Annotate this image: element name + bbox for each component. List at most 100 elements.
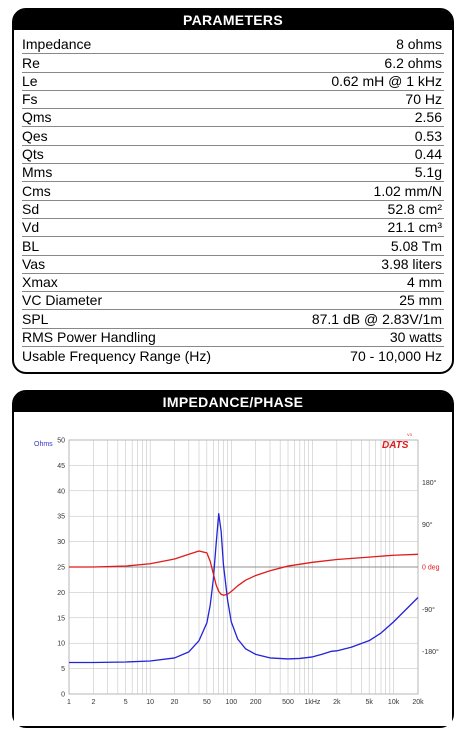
parameter-row: Fs 70 Hz (22, 91, 444, 110)
impedance-phase-panel: IMPEDANCE/PHASE 1 2 5 10 20 50 100 200 500 1kHz 2k… (12, 390, 454, 728)
parameter-label: Qts (22, 146, 44, 163)
phase-curve (69, 550, 419, 596)
x-tick-label: 20 (171, 699, 179, 706)
parameter-value: 21.1 cm³ (387, 219, 442, 236)
dats-logo: DATS (382, 440, 409, 451)
chart-grid (68, 439, 419, 695)
y-tick-label: 30 (57, 539, 65, 546)
parameter-row: SPL 87.1 dB @ 2.83V/1m (22, 310, 444, 329)
impedance-phase-title: IMPEDANCE/PHASE (14, 392, 452, 412)
parameter-value: 4 mm (407, 274, 442, 291)
impedance-phase-chart: 1 2 5 10 20 50 100 200 500 1kHz 2k 5k 10k 20k 0 5 10 15 20… (14, 414, 452, 726)
x-tick-label: 50 (203, 699, 211, 706)
parameter-label: Vas (22, 255, 46, 272)
parameters-panel: PARAMETERS Impedance 8 ohms Re 6.2 ohms Le 0.… (12, 8, 454, 374)
parameter-row: Usable Frequency Range (Hz) 70 - 10,000 H… (22, 347, 444, 365)
y-tick-label: 50 (57, 438, 65, 445)
parameter-value: 5.1g (414, 164, 442, 181)
parameter-row: RMS Power Handling 30 watts (22, 329, 444, 348)
y-tick-label: 15 (57, 615, 65, 622)
x-tick-label: 100 (225, 699, 237, 706)
x-tick-label: 10k (388, 699, 400, 706)
plot-background (14, 414, 452, 726)
y2-tick-label: 90° (422, 521, 433, 529)
parameter-value: 52.8 cm² (387, 200, 442, 217)
chart-axes: 1 2 5 10 20 50 100 200 500 1kHz 2k 5k 10k 20k05101520… (57, 438, 439, 707)
parameter-row: Cms 1.02 mm/N (22, 182, 444, 201)
y-tick-label: 10 (57, 641, 65, 648)
parameter-row: Le 0.62 mH @ 1 kHz (22, 73, 444, 91)
x-tick-label: 2k (333, 699, 341, 706)
x-tick-label: 200 (250, 699, 262, 706)
parameter-value: 87.1 dB @ 2.83V/1m (311, 310, 442, 327)
y-tick-label: 20 (57, 590, 65, 597)
parameter-label: VC Diameter (22, 292, 103, 309)
parameter-value: 1.02 mm/N (373, 182, 442, 199)
parameter-row: Xmax 4 mm (22, 274, 444, 293)
parameter-label: Mms (22, 164, 53, 181)
parameter-row: Re 6.2 ohms (22, 54, 444, 73)
y-tick-label: 0 (61, 692, 65, 699)
x-tick-label: 10 (146, 699, 154, 706)
parameter-label: Fs (22, 91, 38, 108)
y-tick-label: 40 (57, 488, 65, 495)
parameter-row: BL 5.08 Tm (22, 237, 444, 256)
parameter-row: Mms 5.1g (22, 164, 444, 183)
dats-logo-superscript: V3 (407, 432, 413, 437)
parameter-row: Vd 21.1 cm³ (22, 219, 444, 238)
y2-tick-label: -180° (422, 648, 439, 656)
parameter-value: 70 - 10,000 Hz (350, 348, 442, 365)
parameter-label: BL (22, 237, 40, 254)
parameter-label: Sd (22, 200, 40, 217)
parameter-value: 0.62 mH @ 1 kHz (331, 72, 442, 89)
y2-tick-label: 180° (422, 479, 437, 487)
parameter-value: 70 Hz (405, 91, 442, 108)
parameter-row: Qts 0.44 (22, 146, 444, 165)
y2-tick-label: 0 deg (422, 565, 440, 572)
y-tick-label: 5 (61, 666, 65, 673)
parameter-label: Qms (22, 109, 52, 126)
left-axis-unit-label: Ohms (34, 441, 53, 448)
parameter-value: 2.56 (414, 109, 442, 126)
parameter-label: RMS Power Handling (22, 329, 156, 346)
parameter-label: Cms (22, 182, 51, 199)
parameter-row: Vas 3.98 liters (22, 256, 444, 274)
parameter-value: 25 mm (399, 292, 442, 309)
parameter-label: Usable Frequency Range (Hz) (22, 348, 212, 365)
parameter-value: 5.08 Tm (390, 237, 442, 254)
y-tick-label: 45 (57, 463, 65, 470)
parameter-value: 30 watts (389, 329, 442, 346)
parameter-value: 8 ohms (396, 36, 442, 53)
parameter-label: Le (22, 72, 38, 89)
x-tick-label: 5k (365, 699, 373, 706)
x-tick-label: 500 (282, 699, 294, 706)
x-tick-label: 1kHz (304, 699, 320, 706)
parameter-row: Impedance 8 ohms (22, 36, 444, 55)
x-tick-label: 1 (67, 699, 71, 706)
parameter-label: Xmax (22, 274, 58, 291)
parameter-row: Qms 2.56 (22, 109, 444, 128)
parameter-label: Re (22, 54, 40, 71)
parameter-label: Vd (22, 219, 40, 236)
chart-svg: 1 2 5 10 20 50 100 200 500 1kHz 2k 5k 10k 20k05101520… (14, 414, 452, 726)
chart-series (69, 513, 419, 664)
y2-tick-label: -90° (422, 606, 435, 614)
parameters-title: PARAMETERS (14, 10, 452, 30)
parameter-value: 6.2 ohms (384, 54, 442, 71)
parameter-value: 0.44 (414, 146, 442, 163)
x-tick-label: 2 (91, 699, 95, 706)
parameters-table: Impedance 8 ohms Re 6.2 ohms Le 0.62 mH @ 1 k… (22, 36, 444, 365)
x-tick-label: 20k (412, 699, 424, 706)
parameter-row: VC Diameter 25 mm (22, 292, 444, 311)
parameter-label: Impedance (22, 36, 92, 53)
impedance-curve (69, 513, 419, 664)
parameter-label: Qes (22, 127, 48, 144)
y-tick-label: 25 (57, 565, 65, 572)
parameter-value: 3.98 liters (381, 255, 442, 272)
x-tick-label: 5 (124, 699, 128, 706)
y-tick-label: 35 (57, 514, 65, 521)
parameter-row: Qes 0.53 (22, 127, 444, 146)
parameter-value: 0.53 (414, 127, 442, 144)
parameter-label: SPL (22, 310, 49, 327)
parameter-row: Sd 52.8 cm² (22, 201, 444, 219)
